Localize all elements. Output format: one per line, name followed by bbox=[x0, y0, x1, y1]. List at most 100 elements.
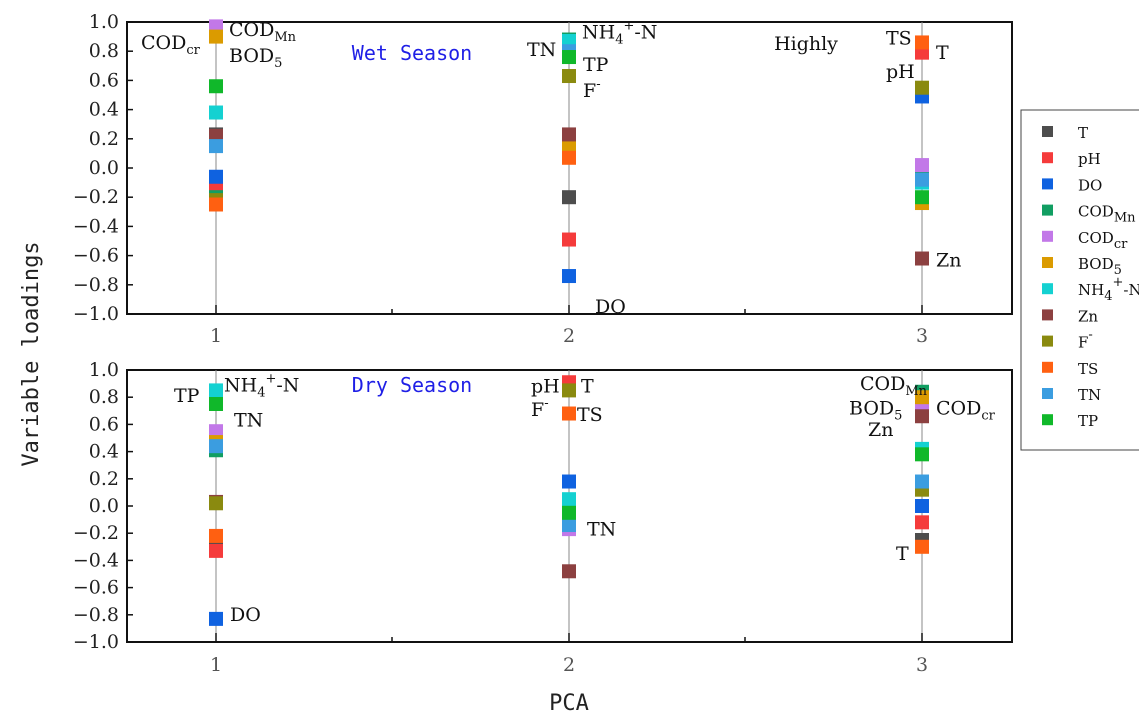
legend-label: NH4+-N bbox=[1078, 275, 1139, 304]
y-axis-label: Variable loadings bbox=[19, 241, 44, 466]
data-point-do bbox=[209, 611, 223, 626]
legend-label: CODMn bbox=[1078, 203, 1136, 226]
data-point-nh-4-n bbox=[209, 105, 223, 120]
data-point-ts bbox=[915, 35, 929, 50]
legend-label: TN bbox=[1078, 386, 1101, 404]
legend-swatch bbox=[1042, 309, 1053, 321]
data-point-f- bbox=[562, 383, 576, 398]
legend-label: CODcr bbox=[1078, 229, 1128, 252]
data-point-do bbox=[562, 474, 576, 489]
y-tick-label: 1.0 bbox=[89, 359, 119, 381]
data-point-bod-5 bbox=[915, 390, 929, 405]
point-annotation: F- bbox=[531, 396, 549, 421]
point-annotation: Zn bbox=[868, 419, 893, 441]
legend-swatch bbox=[1042, 283, 1053, 295]
data-point-t bbox=[562, 190, 576, 205]
y-tick-label: 0.2 bbox=[89, 128, 119, 150]
data-point-tp bbox=[209, 79, 223, 94]
point-annotation: NH4+-N bbox=[582, 19, 657, 48]
point-annotation: TP bbox=[583, 54, 609, 76]
data-point-tn bbox=[915, 172, 929, 187]
y-tick-label: −0.6 bbox=[73, 577, 119, 599]
data-point-ts bbox=[562, 406, 576, 421]
y-tick-label: −0.2 bbox=[73, 522, 119, 544]
x-tick-label: 3 bbox=[916, 325, 928, 347]
data-point-zn bbox=[562, 127, 576, 142]
data-point-nh-4-n bbox=[209, 383, 223, 398]
legend-swatch bbox=[1042, 388, 1053, 399]
legend-label: F- bbox=[1078, 328, 1093, 352]
point-annotation: T bbox=[581, 376, 594, 398]
data-point-zn bbox=[915, 409, 929, 424]
x-tick-label: 1 bbox=[210, 325, 222, 347]
point-annotation: T bbox=[896, 543, 909, 565]
x-axis-label: PCA bbox=[549, 691, 589, 716]
legend-label: BOD5 bbox=[1078, 255, 1122, 278]
point-annotation: NH4+-N bbox=[224, 371, 299, 400]
y-tick-label: 0.4 bbox=[89, 441, 119, 463]
legend-label: TP bbox=[1078, 412, 1098, 430]
data-point-tp bbox=[915, 447, 929, 462]
point-annotation: F- bbox=[583, 77, 601, 102]
data-point-bod-5 bbox=[209, 29, 223, 44]
corner-label: Highly bbox=[774, 33, 838, 55]
data-point-ph bbox=[209, 543, 223, 558]
data-point-cod-cr bbox=[209, 424, 223, 439]
x-tick-label: 1 bbox=[210, 654, 222, 676]
data-point-cod-cr bbox=[915, 158, 929, 173]
legend-label: DO bbox=[1078, 176, 1102, 194]
legend-swatch bbox=[1042, 204, 1053, 216]
data-point-tp bbox=[562, 505, 576, 520]
y-tick-label: −0.4 bbox=[73, 215, 119, 237]
data-point-ts bbox=[209, 528, 223, 543]
x-tick-label: 3 bbox=[916, 654, 928, 676]
point-annotation: BOD5 bbox=[229, 45, 282, 71]
legend-label: TS bbox=[1078, 360, 1098, 378]
legend-box bbox=[1020, 109, 1139, 451]
legend-swatch bbox=[1042, 414, 1053, 426]
point-annotation: CODMn bbox=[860, 373, 928, 399]
season-title: Wet Season bbox=[352, 41, 472, 65]
y-tick-label: 0.4 bbox=[89, 99, 119, 121]
point-annotation: pH bbox=[886, 61, 915, 83]
data-point-zn bbox=[915, 251, 929, 266]
data-point-tn bbox=[209, 139, 223, 154]
data-point-nh-4-n bbox=[562, 492, 576, 507]
point-annotation: TN bbox=[234, 410, 263, 432]
legend-swatch bbox=[1042, 361, 1053, 373]
data-point-tn bbox=[562, 518, 576, 533]
legend-swatch bbox=[1042, 152, 1053, 164]
data-point-ph bbox=[562, 232, 576, 247]
x-tick-label: 2 bbox=[563, 325, 575, 347]
legend-swatch bbox=[1042, 126, 1053, 137]
x-tick-label: 2 bbox=[563, 654, 575, 676]
legend-swatch bbox=[1042, 230, 1053, 242]
point-annotation: TN bbox=[527, 39, 556, 61]
season-title: Dry Season bbox=[352, 373, 472, 397]
point-annotation: CODcr bbox=[936, 397, 996, 423]
point-annotation: CODMn bbox=[229, 19, 297, 45]
y-tick-label: −0.4 bbox=[73, 549, 119, 571]
panel-wet-season: 1.0 0.8 0.6 0.4 0.2 0.0 −0.2 −0.4 −0.6 −0.8 −1.0 1 2… bbox=[73, 11, 1013, 347]
point-annotation: TS bbox=[577, 404, 603, 426]
data-point-tn bbox=[915, 474, 929, 489]
data-point-do bbox=[915, 499, 929, 513]
point-annotation: DO bbox=[595, 296, 626, 318]
point-annotation: TP bbox=[174, 385, 200, 407]
legend-label: pH bbox=[1078, 150, 1101, 168]
y-tick-label: 0.8 bbox=[89, 386, 119, 408]
data-point-ph bbox=[915, 515, 929, 530]
point-annotation: TN bbox=[587, 518, 616, 540]
data-point-do bbox=[209, 169, 223, 184]
data-point-tp bbox=[915, 190, 929, 205]
legend-swatch bbox=[1042, 257, 1053, 268]
data-point-f- bbox=[562, 69, 576, 84]
panel-dry-season: 1.0 0.8 0.6 0.4 0.2 0.0 −0.2 −0.4 −0.6 −0.8 −1.0 1 2… bbox=[73, 359, 1013, 676]
point-annotation: DO bbox=[230, 604, 261, 626]
data-point-do bbox=[562, 269, 576, 284]
point-annotation: BOD5 bbox=[849, 397, 902, 423]
point-annotation: TS bbox=[886, 28, 912, 50]
point-annotation: T bbox=[936, 42, 949, 64]
